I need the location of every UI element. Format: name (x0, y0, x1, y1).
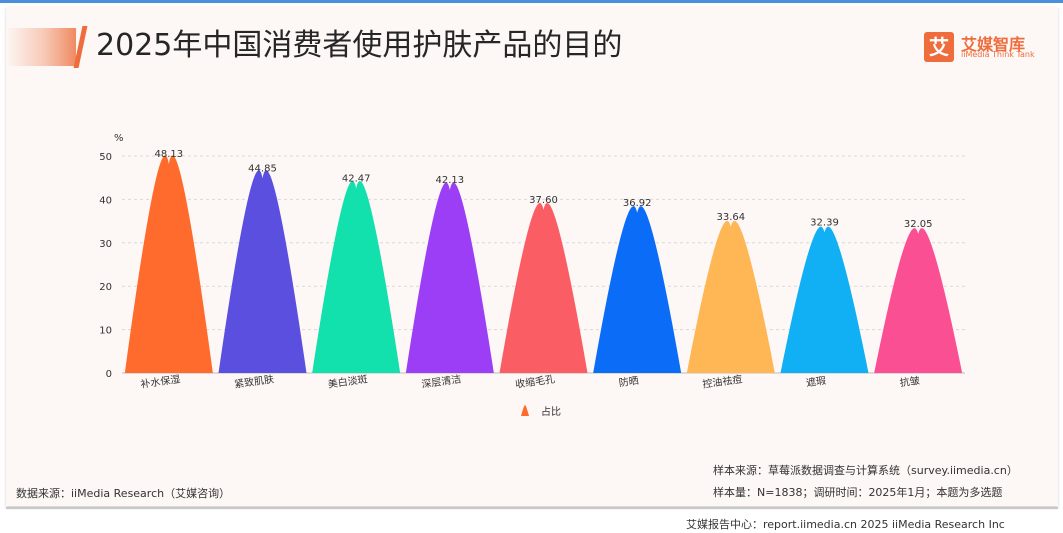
x-tick-label: 遮瑕 (805, 374, 827, 390)
bar-8 (780, 226, 869, 373)
sample-source-note: 样本来源：草莓派数据调查与计算系统（survey.iimedia.cn） (713, 464, 1018, 477)
sample-size-note: 样本量：N=1838；调研时间：2025年1月；本题为多选题 (713, 486, 1003, 499)
bar-9 (874, 228, 963, 373)
x-tick-label: 补水保湿 (140, 372, 181, 390)
data-label: 32.05 (904, 219, 933, 230)
bar-4 (405, 182, 494, 373)
footer-text: 艾媒报告中心：report.iimedia.cn 2025 iiMedia Re… (686, 518, 1005, 531)
y-tick-label: 0 (106, 369, 112, 380)
x-tick-label: 收缩毛孔 (514, 372, 555, 390)
x-tick-label: 美白淡斑 (327, 372, 368, 390)
bar-6 (593, 206, 682, 373)
x-tick-label: 控油祛痘 (702, 372, 743, 390)
y-tick-label: 50 (99, 152, 112, 163)
data-label: 33.64 (717, 212, 746, 223)
x-tick-label: 抗皱 (899, 374, 921, 390)
y-tick-label: 10 (99, 326, 112, 337)
logo-name: 艾媒智库 (961, 35, 1026, 54)
y-tick-label: 20 (99, 282, 112, 293)
legend-label: 占比 (541, 405, 561, 418)
data-label: 37.60 (529, 195, 558, 206)
data-label: 42.13 (436, 175, 465, 186)
y-tick-label: 40 (99, 195, 112, 206)
title-decoration (6, 28, 76, 66)
page-title: 2025年中国消费者使用护肤产品的目的 (96, 28, 623, 63)
data-label: 36.92 (623, 198, 652, 209)
bar-2 (218, 170, 307, 373)
data-label: 44.85 (248, 163, 277, 174)
footer-divider (6, 507, 1058, 509)
y-tick-label: 30 (99, 239, 112, 250)
logo-mark-icon: 艾 (924, 32, 954, 62)
x-tick-label: 紧致肌肤 (233, 372, 274, 390)
top-accent-line (0, 0, 1063, 3)
x-tick-label: 深层清洁 (421, 372, 462, 390)
logo-tagline: iiMedia Think Tank (961, 50, 1035, 59)
y-axis-unit: % (114, 133, 124, 144)
data-source-note: 数据来源：iiMedia Research（艾媒咨询） (16, 487, 231, 500)
bar-1 (124, 155, 213, 373)
bar-3 (312, 181, 401, 373)
data-label: 48.13 (155, 149, 184, 160)
data-label: 42.47 (342, 174, 371, 185)
bar-5 (499, 203, 588, 373)
x-tick-label: 防晒 (618, 374, 640, 390)
bar-7 (686, 220, 775, 373)
data-label: 32.39 (810, 217, 839, 228)
legend-marker-icon (521, 405, 529, 416)
